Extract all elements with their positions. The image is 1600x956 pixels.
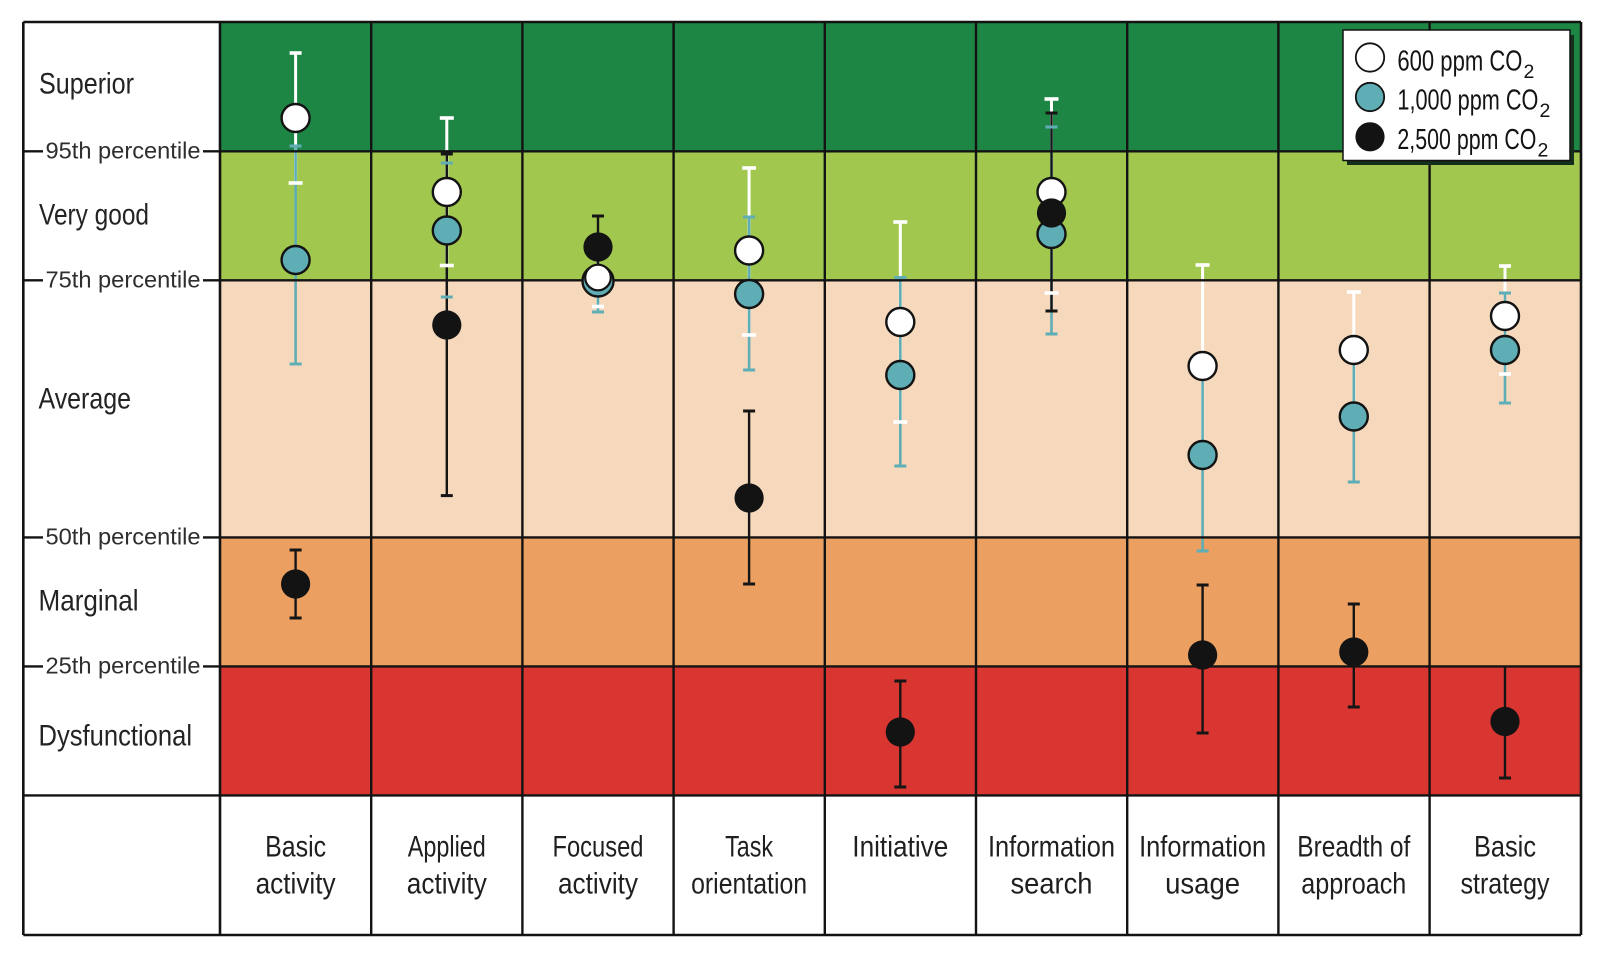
svg-text:Applied: Applied <box>408 830 486 863</box>
svg-text:50th percentile: 50th percentile <box>46 524 201 550</box>
svg-text:usage: usage <box>1165 867 1240 900</box>
svg-text:Task: Task <box>725 830 773 863</box>
svg-text:Initiative: Initiative <box>852 830 948 863</box>
svg-text:1,000 ppm CO: 1,000 ppm CO <box>1397 85 1538 117</box>
svg-text:2: 2 <box>1540 100 1551 122</box>
svg-text:orientation: orientation <box>691 867 807 900</box>
svg-text:Information: Information <box>1139 830 1266 863</box>
svg-text:Average: Average <box>39 383 132 416</box>
svg-text:activity: activity <box>407 867 487 900</box>
svg-text:75th percentile: 75th percentile <box>46 267 201 293</box>
svg-text:600 ppm CO: 600 ppm CO <box>1397 46 1522 78</box>
svg-text:Basic: Basic <box>265 830 326 863</box>
svg-text:strategy: strategy <box>1461 867 1550 900</box>
svg-text:2,500 ppm CO: 2,500 ppm CO <box>1397 124 1536 156</box>
svg-text:Dysfunctional: Dysfunctional <box>39 719 193 752</box>
svg-text:2: 2 <box>1524 61 1535 83</box>
svg-text:2: 2 <box>1538 140 1549 162</box>
svg-text:25th percentile: 25th percentile <box>46 653 201 679</box>
svg-text:Information: Information <box>988 830 1115 863</box>
svg-text:Basic: Basic <box>1474 830 1536 863</box>
svg-text:Very good: Very good <box>39 199 149 232</box>
svg-text:search: search <box>1011 867 1093 900</box>
svg-text:approach: approach <box>1301 867 1406 900</box>
svg-text:Breadth of: Breadth of <box>1297 830 1411 863</box>
svg-text:95th percentile: 95th percentile <box>46 138 201 164</box>
svg-text:Marginal: Marginal <box>39 584 139 617</box>
svg-text:Superior: Superior <box>39 68 134 101</box>
svg-text:Focused: Focused <box>553 830 644 863</box>
svg-text:activity: activity <box>558 867 638 900</box>
svg-text:activity: activity <box>256 867 336 900</box>
